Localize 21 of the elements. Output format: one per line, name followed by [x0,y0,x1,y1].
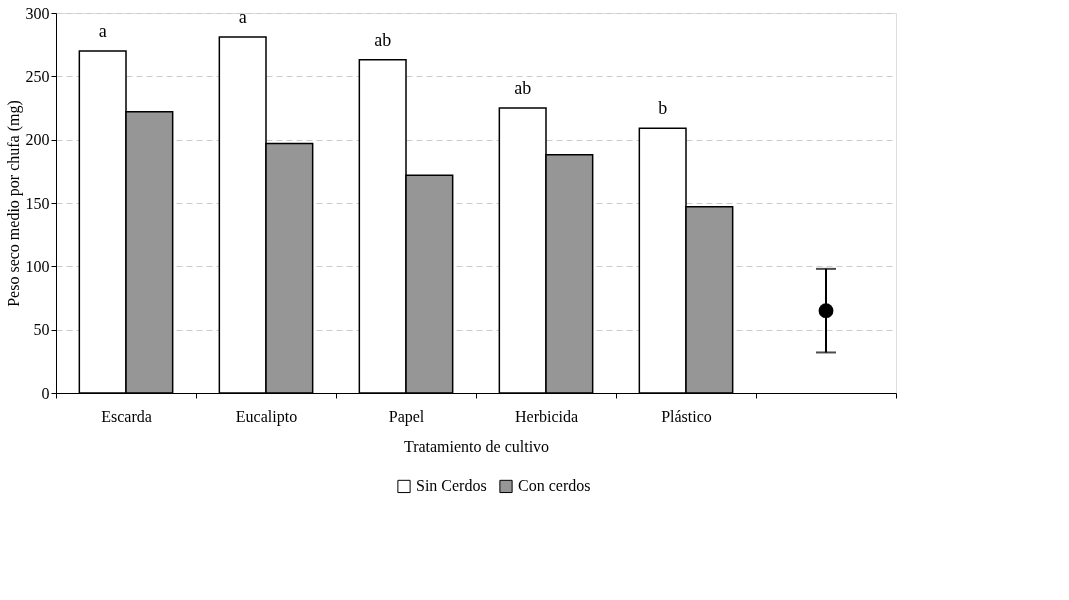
y-tick-label: 300 [25,4,50,22]
annotation: a [238,7,247,28]
x-tick-label: Papel [388,407,425,426]
y-tick-label: 50 [33,321,50,339]
y-tick-label: 150 [25,194,50,212]
y-tick-label: 0 [41,384,50,402]
y-axis-title: Peso seco medio por chufa (mg) [4,100,23,307]
annotation: ab [514,78,532,98]
annotation: ab [374,29,392,50]
legend-label: Con cerdos [518,477,591,495]
x-tick-label: Escarda [101,407,152,425]
y-tick-label: 200 [25,131,50,149]
y-tick-label: 100 [25,257,50,275]
legend-label: Sin Cerdos [416,477,487,495]
x-tick-label: Herbicida [514,407,579,425]
annotation: a [98,21,107,41]
annotation: b [658,98,668,119]
y-tick-label: 250 [25,67,50,85]
x-axis-title: Tratamiento de cultivo [403,437,550,455]
x-tick-label: Plástico [661,407,712,425]
x-tick-label: Eucalipto [235,407,298,426]
